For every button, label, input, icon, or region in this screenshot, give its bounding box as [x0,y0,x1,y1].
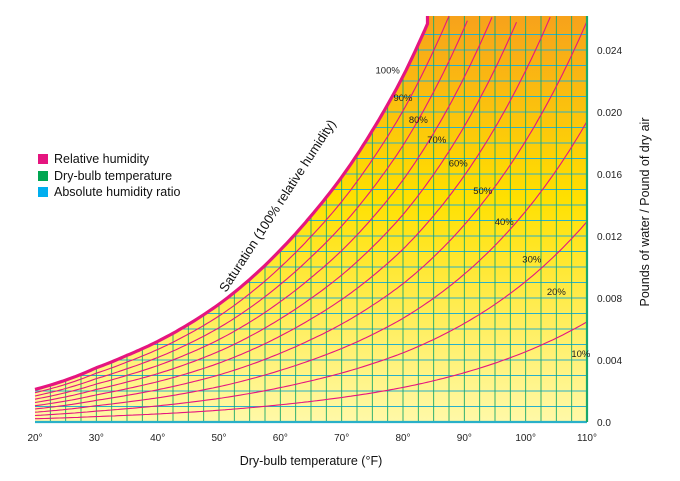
rh-annotation: 80% [409,115,429,126]
x-tick-label: 20° [27,433,42,444]
y-axis-title: Pounds of water / Pound of dry air [638,118,652,307]
y-tick-label: 0.020 [597,108,622,119]
rh-curve-10 [35,321,588,420]
axes [35,16,589,424]
rh-annotation: 70% [427,135,447,146]
rh-curve-60 [34,21,518,404]
rh-annotation: 20% [547,287,567,298]
rh-curve-50 [34,16,551,407]
rh-curve-30 [34,121,588,413]
rh-annotation: 90% [393,93,413,104]
y-tick-label: 0.024 [597,46,622,57]
x-tick-label: 60° [273,433,288,444]
legend-label: Dry-bulb temperature [54,168,173,183]
legend-label: Absolute humidity ratio [54,185,181,200]
legend-swatch-relative-humidity [38,154,48,165]
chart-labels: 20° 30° 40° 50° 60° 70° 80° 90° 100° 110°0.0 0.004… [27,46,622,444]
y-tick-label: 0.0 [597,418,611,429]
x-tick-label: 50° [211,433,226,444]
x-tick-label: 40° [150,433,165,444]
x-tick-label: 100° [515,433,536,444]
rh-curve-80 [34,20,468,397]
legend: Relative humidity Dry-bulb temperature A… [38,151,180,201]
legend-swatch-absolute-humidity [38,187,48,198]
rh-curve-90 [34,15,450,394]
legend-label: Relative humidity [54,152,150,167]
x-tick-label: 30° [89,433,104,444]
saturation-curve [34,16,430,391]
x-tick-label: 90° [457,433,472,444]
legend-item-relative-humidity: Relative humidity [38,151,180,168]
legend-item-dry-bulb: Dry-bulb temperature [38,168,180,185]
x-axis-title: Dry-bulb temperature (°F) [240,454,383,468]
relative-humidity-curves [34,15,588,420]
y-tick-label: 0.016 [597,170,622,181]
y-tick-label: 0.012 [597,232,622,243]
rh-annotation: 10% [571,349,591,360]
x-tick-label: 80° [395,433,410,444]
legend-item-absolute-humidity: Absolute humidity ratio [38,184,180,201]
rh-annotation: 50% [473,186,493,197]
y-tick-label: 0.004 [597,356,622,367]
x-tick-label: 70° [334,433,349,444]
rh-curve-20 [34,221,588,417]
x-tick-label: 110° [577,433,597,444]
rh-annotation: 40% [495,217,515,228]
rh-annotation: 100% [376,65,401,76]
rh-annotation: 30% [522,254,542,265]
rh-curve-40 [34,20,588,410]
rh-curve-70 [34,17,493,400]
rh-annotation: 60% [449,158,469,169]
legend-swatch-dry-bulb [38,170,48,181]
y-tick-label: 0.008 [597,294,622,305]
